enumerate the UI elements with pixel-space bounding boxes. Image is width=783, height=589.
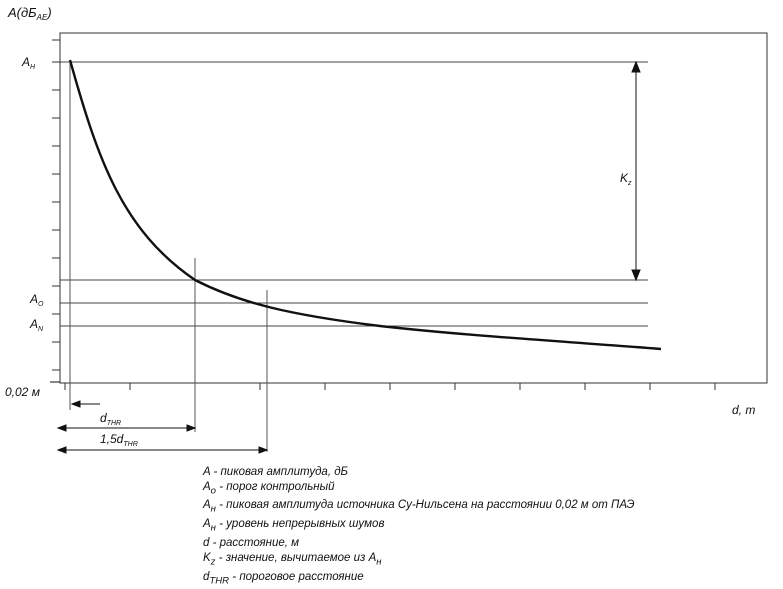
label-a-o: AO: [29, 292, 44, 308]
d-15thr-span-arrow: [56, 446, 269, 454]
label-a-n: AN: [29, 317, 44, 333]
label-kz: Kz: [620, 171, 632, 187]
x-axis-ticks: [64, 383, 716, 390]
y-axis-ticks: [52, 39, 60, 371]
y-axis-label: A(дБAE): [7, 5, 52, 22]
amplitude-decay-curve: [68, 59, 662, 351]
d-thr-span-arrow: [56, 424, 197, 432]
legend-item: Ao - порог контрольный: [203, 480, 335, 496]
d-thr-arrow: [70, 400, 100, 408]
x-axis-label: d, m: [732, 403, 755, 417]
legend-item: A - пиковая амплитуда, дБ: [203, 466, 349, 478]
legend-item: Kz - значение, вычитаемое из Aн: [203, 551, 382, 568]
legend-item: Aн - пиковая амплитуда источника Су-Ниль…: [203, 499, 635, 515]
label-a-h-top: AH: [21, 55, 36, 71]
legend-item: d - расстояние, м: [203, 537, 300, 550]
label-1-5-d-thr: 1,5dTHR: [100, 432, 138, 448]
label-x-origin: 0,02 м: [5, 385, 40, 399]
plot-frame: [59, 32, 768, 384]
kz-dimension-arrow: [631, 60, 641, 282]
legend-item: dTHR - пороговое расстояние: [203, 570, 364, 587]
legend-item: Aн - уровень непрерывных шумов: [203, 518, 385, 534]
legend: A - пиковая амплитуда, дБ Ao - порог кон…: [203, 465, 635, 589]
label-d-thr: dTHR: [100, 411, 121, 427]
